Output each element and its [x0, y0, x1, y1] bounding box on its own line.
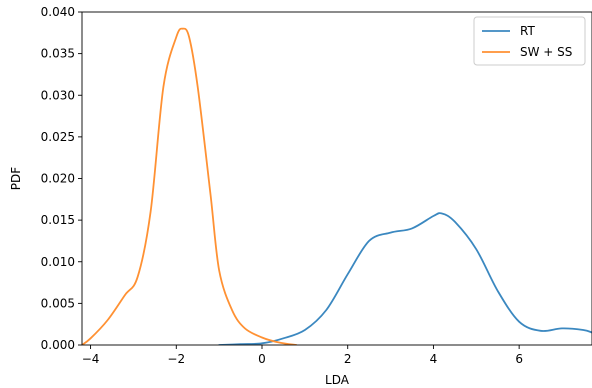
legend: RT SW + SS — [473, 16, 586, 66]
legend-label-0: RT — [520, 24, 535, 38]
y-tick-label: 0.030 — [41, 88, 75, 102]
y-tick-label: 0.015 — [41, 213, 75, 227]
axes-layer: −4 −2 0 2 4 6 0.000 0.005 0.010 0.015 0.020 0.025 0.… — [41, 5, 592, 366]
y-tick-label: 0.005 — [41, 296, 75, 310]
y-tick-label: 0.010 — [41, 255, 75, 269]
x-tick-label: 6 — [515, 352, 523, 366]
plot-layer — [82, 27, 592, 345]
legend-box — [473, 16, 586, 66]
y-tick-label: 0.025 — [41, 130, 75, 144]
y-tick-label: 0.000 — [41, 338, 75, 352]
x-tick-label: 4 — [430, 352, 438, 366]
y-tick-label: 0.040 — [41, 5, 75, 19]
x-tick-label: 2 — [344, 352, 352, 366]
y-axis-label: PDF — [9, 167, 23, 190]
series-line-1 — [82, 27, 298, 345]
x-tick-label: −4 — [82, 352, 100, 366]
y-tick-label: 0.020 — [41, 172, 75, 186]
x-tick-label: 0 — [258, 352, 266, 366]
y-tick-label: 0.035 — [41, 47, 75, 61]
x-tick-label: −2 — [167, 352, 185, 366]
legend-label-1: SW + SS — [520, 45, 572, 59]
x-axis-label: LDA — [325, 373, 350, 387]
series-line-0 — [218, 212, 592, 345]
